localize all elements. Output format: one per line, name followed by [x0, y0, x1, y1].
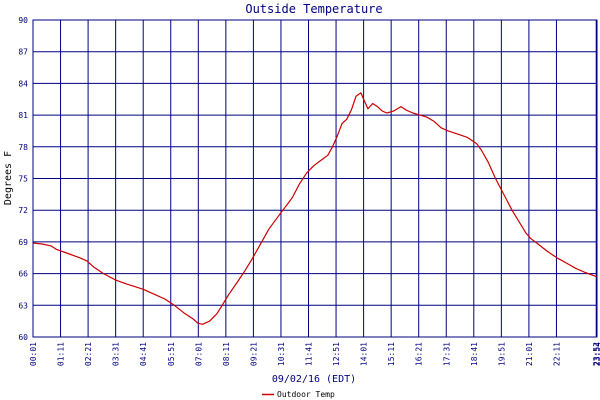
y-tick-label: 90: [18, 16, 28, 25]
plot-frame: [32, 19, 598, 338]
y-tick-label: 60: [18, 333, 28, 342]
x-axis-label: 09/02/16 (EDT): [272, 374, 356, 385]
y-axis-label: Degrees F: [3, 151, 14, 205]
x-tick-label: 15:11: [387, 342, 396, 366]
legend-label: Outdoor Temp: [277, 390, 335, 399]
x-tick-label: 23:54: [593, 342, 600, 366]
y-tick-label: 75: [18, 175, 28, 184]
x-tick-label: 22:11: [552, 342, 561, 366]
x-tick-label: 19:51: [497, 342, 506, 366]
grid-lines: [32, 19, 598, 338]
x-tick-labels: 00:01 01:11 02:21 03:31 04:41 05:51 07:01 08:11…: [29, 342, 600, 366]
series-lines: [32, 92, 598, 325]
x-tick-label: 16:21: [415, 342, 424, 366]
x-tick-label: 10:31: [277, 342, 286, 366]
y-tick-label: 81: [18, 111, 28, 120]
x-tick-label: 11:41: [305, 342, 314, 366]
x-tick-label: 09:21: [249, 342, 258, 366]
x-tick-label: 01:11: [57, 342, 66, 366]
series-line-outdoor-temp: [32, 92, 598, 325]
y-tick-label: 66: [18, 270, 28, 279]
x-tick-label: 21:01: [525, 342, 534, 366]
legend: Outdoor Temp: [262, 390, 335, 399]
y-tick-label: 69: [18, 238, 28, 247]
y-tick-label: 78: [18, 143, 28, 152]
x-tick-label: 18:41: [470, 342, 479, 366]
x-tick-label: 14:01: [360, 342, 369, 366]
x-tick-label: 17:31: [442, 342, 451, 366]
y-tick-labels: 60 63 66 69 72 75 78 81 84 87 90: [18, 16, 28, 342]
x-tick-label: 23:52: [592, 342, 600, 366]
y-tick-label: 63: [18, 301, 28, 310]
y-tick-label: 87: [18, 48, 28, 57]
y-tick-label: 84: [18, 79, 28, 88]
x-tick-label: 02:21: [84, 342, 93, 366]
y-tick-label: 72: [18, 206, 28, 215]
x-tick-label: 07:01: [194, 342, 203, 366]
x-tick-label: 08:11: [222, 342, 231, 366]
x-tick-label: 12:51: [332, 342, 341, 366]
x-tick-label: 03:31: [112, 342, 121, 366]
x-tick-label: 00:01: [29, 342, 38, 366]
chart-title: Outside Temperature: [245, 2, 382, 16]
x-tick-label: 04:41: [139, 342, 148, 366]
x-tick-label: 05:51: [167, 342, 176, 366]
